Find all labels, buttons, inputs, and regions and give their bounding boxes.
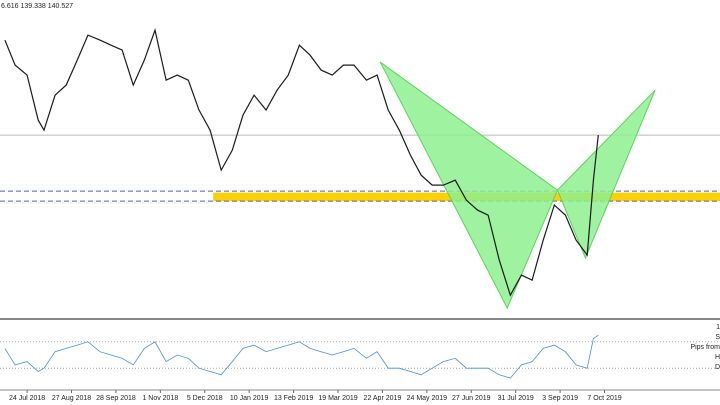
x-tick-label: 28 Sep 2018 bbox=[96, 395, 136, 402]
x-tick-label: 19 Mar 2019 bbox=[318, 395, 357, 402]
x-tick-label: 27 Jun 2019 bbox=[452, 395, 491, 402]
x-tick-label: 27 Aug 2018 bbox=[52, 395, 91, 402]
x-tick-label: 13 Feb 2019 bbox=[274, 395, 313, 402]
x-tick-label: 31 Jul 2019 bbox=[498, 395, 534, 402]
side-text: S bbox=[715, 334, 720, 341]
price-line bbox=[4, 27, 599, 297]
side-text: D bbox=[715, 364, 720, 371]
oscillator-line bbox=[4, 334, 599, 379]
side-text: Pips from bbox=[690, 344, 720, 351]
side-text: 1 bbox=[716, 324, 720, 331]
x-tick-label: 24 May 2019 bbox=[407, 395, 448, 402]
x-tick-label: 1 Nov 2018 bbox=[142, 395, 178, 402]
x-tick-label: 22 Apr 2019 bbox=[364, 395, 402, 402]
harmonic-pattern bbox=[556, 89, 656, 260]
x-tick-label: 5 Dec 2018 bbox=[187, 395, 223, 402]
x-tick-label: 3 Sep 2019 bbox=[542, 395, 578, 402]
side-text: H bbox=[715, 354, 720, 361]
x-tick-label: 24 Jul 2018 bbox=[9, 395, 45, 402]
info-text: 6.616 139.338 140.527 bbox=[1, 3, 73, 10]
x-tick-label: 10 Jan 2019 bbox=[230, 395, 269, 402]
x-tick-label: 7 Oct 2019 bbox=[587, 395, 621, 402]
